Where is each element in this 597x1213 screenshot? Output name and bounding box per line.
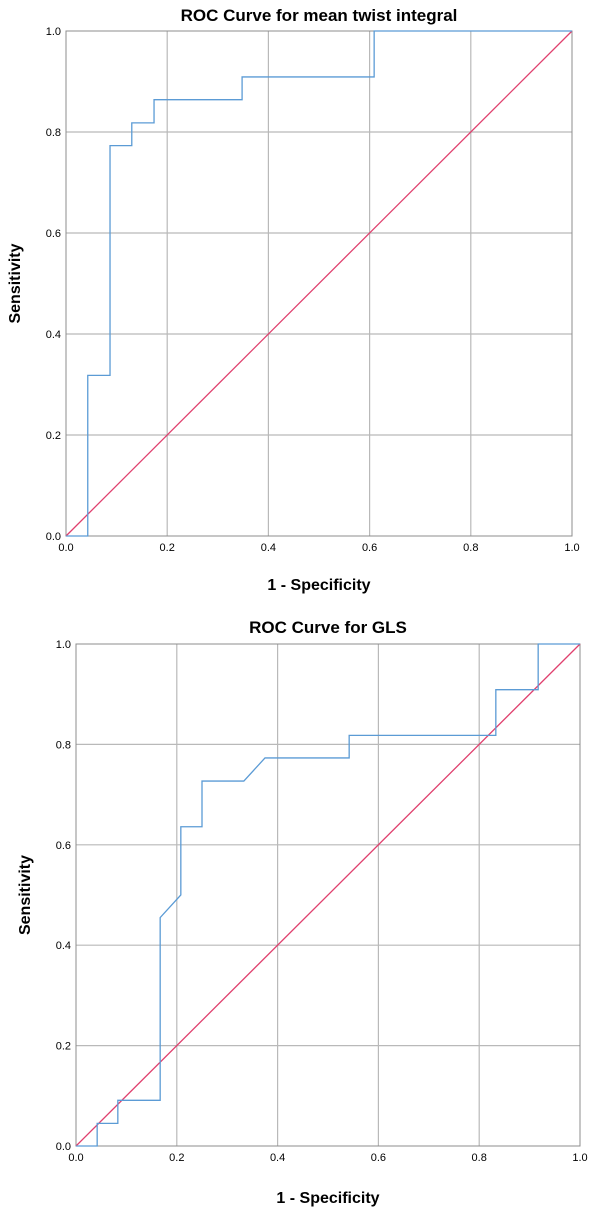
x-tick-label: 0.2 [169, 1152, 184, 1164]
y-tick-label: 0.8 [46, 127, 61, 139]
y-tick-label: 0.4 [46, 329, 61, 341]
roc-chart-gls: ROC Curve for GLS 1 - Specificity Sensit… [17, 618, 587, 1207]
x-tick-label: 1.0 [564, 542, 579, 554]
chart-title: ROC Curve for GLS [249, 618, 407, 637]
reference-diagonal-line [65, 30, 573, 537]
x-tick-label: 0.2 [160, 542, 175, 554]
y-tick-label: 0.6 [56, 840, 71, 852]
x-tick-label: 0.4 [270, 1152, 285, 1164]
y-axis-label: Sensitivity [7, 243, 24, 323]
x-tick-label: 0.8 [463, 542, 478, 554]
chart-title: ROC Curve for mean twist integral [181, 6, 458, 25]
x-tick-label: 0.4 [261, 542, 276, 554]
reference-diagonal-line [75, 643, 581, 1147]
roc-chart-mean-twist-integral: ROC Curve for mean twist integral 1 - Sp… [7, 6, 579, 594]
plot-frame [75, 643, 581, 1147]
x-axis-label: 1 - Specificity [267, 577, 370, 594]
x-tick-label: 0.6 [362, 542, 377, 554]
x-tick-label: 1.0 [572, 1152, 587, 1164]
grid [66, 31, 572, 536]
x-tick-label: 0.8 [472, 1152, 487, 1164]
y-tick-label: 0.0 [46, 531, 61, 543]
y-tick-label: 0.4 [56, 940, 71, 952]
y-tick-label: 0.0 [56, 1141, 71, 1153]
y-tick-label: 1.0 [56, 639, 71, 651]
x-axis-label: 1 - Specificity [276, 1190, 379, 1207]
y-tick-label: 0.6 [46, 228, 61, 240]
y-tick-label: 0.2 [46, 430, 61, 442]
x-tick-label: 0.6 [371, 1152, 386, 1164]
roc-curve-line [76, 643, 580, 1147]
y-axis-label: Sensitivity [17, 855, 34, 935]
y-tick-label: 0.2 [56, 1041, 71, 1053]
roc-curve-line [66, 30, 572, 537]
plot-frame [65, 30, 573, 537]
y-tick-label: 0.8 [56, 739, 71, 751]
x-tick-label: 0.0 [68, 1152, 83, 1164]
x-tick-label: 0.0 [58, 542, 73, 554]
y-tick-label: 1.0 [46, 26, 61, 38]
grid [76, 644, 580, 1146]
